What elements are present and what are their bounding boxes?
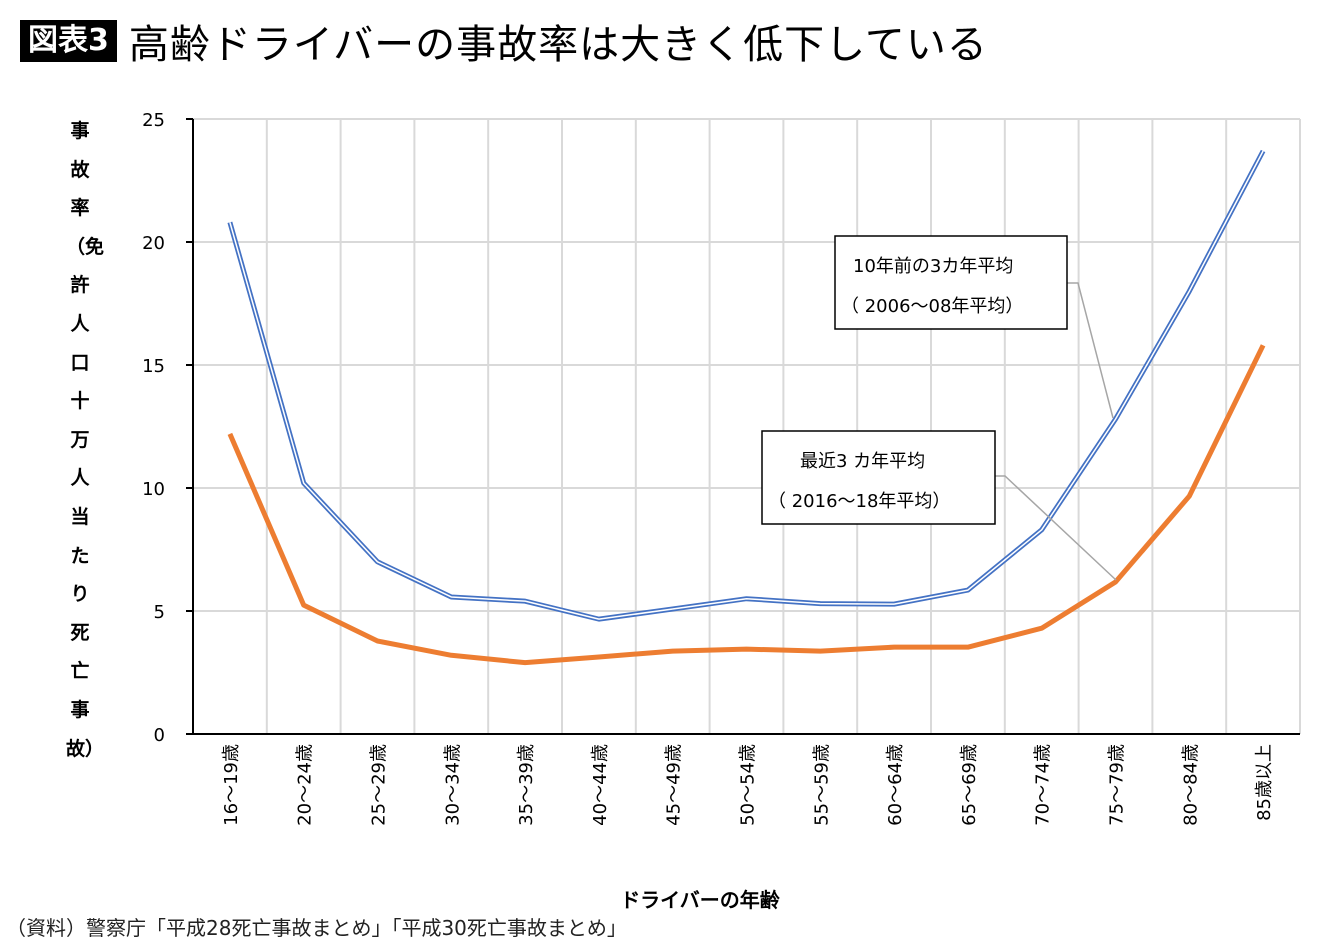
x-tick-label: 75～79歳 bbox=[1107, 744, 1128, 826]
annotation-box bbox=[834, 235, 1068, 330]
y-tick-label: 25 bbox=[142, 110, 165, 131]
annotation-label: （ 2006～08年平均） bbox=[841, 296, 1023, 317]
series-line-2016-18 bbox=[227, 344, 1266, 666]
chart-title: 高齢ドライバーの事故率は大きく低下している bbox=[128, 22, 988, 68]
annotation-label: （ 2016～18年平均） bbox=[768, 491, 950, 512]
x-tick-label: 40～44歳 bbox=[590, 744, 611, 826]
x-tick-label: 55～59歳 bbox=[811, 744, 832, 826]
y-tick-label: 15 bbox=[142, 356, 165, 377]
x-tick-label: 70～74歳 bbox=[1033, 744, 1054, 826]
x-tick-label: 35～39歳 bbox=[516, 744, 537, 826]
x-tick-label: 45～49歳 bbox=[664, 744, 685, 826]
x-tick-label: 80～84歳 bbox=[1180, 744, 1201, 826]
x-tick-label: 65～69歳 bbox=[959, 744, 980, 826]
title-bar: 図表3 高齢ドライバーの事故率は大きく低下している bbox=[20, 12, 988, 70]
y-tick-label: 5 bbox=[154, 602, 165, 623]
annotation-label: 最近3 カ年平均 bbox=[800, 451, 925, 472]
series-line-2006-08-inner bbox=[229, 150, 1264, 620]
annotation-box bbox=[761, 430, 996, 525]
x-tick-label: 30～34歳 bbox=[442, 744, 463, 826]
x-tick-label: 85歳以上 bbox=[1254, 744, 1275, 821]
x-tick-label: 20～24歳 bbox=[295, 744, 316, 826]
figure-badge: 図表3 bbox=[20, 20, 117, 62]
y-tick-label: 20 bbox=[142, 233, 165, 254]
y-tick-label: 10 bbox=[142, 479, 165, 500]
x-axis-label: ドライバーの年齢 bbox=[620, 888, 781, 912]
y-tick-label: 0 bbox=[154, 725, 165, 746]
annotation-leader-line bbox=[995, 475, 1117, 581]
series-line-2006-08 bbox=[227, 149, 1266, 622]
y-axis-label: 事故率（免許人口十万人当たり死亡事故） bbox=[66, 120, 105, 760]
annotation-leader-line bbox=[1067, 282, 1114, 419]
x-tick-label: 16～19歳 bbox=[221, 744, 242, 826]
x-tick-label: 25～29歳 bbox=[369, 744, 390, 826]
x-tick-label: 50～54歳 bbox=[738, 744, 759, 826]
x-tick-label: 60～64歳 bbox=[885, 744, 906, 826]
source-note: （資料）警察庁「平成28死亡事故まとめ」「平成30死亡事故まとめ」 bbox=[6, 916, 627, 940]
annotation-label: 10年前の3カ年平均 bbox=[853, 256, 1013, 277]
